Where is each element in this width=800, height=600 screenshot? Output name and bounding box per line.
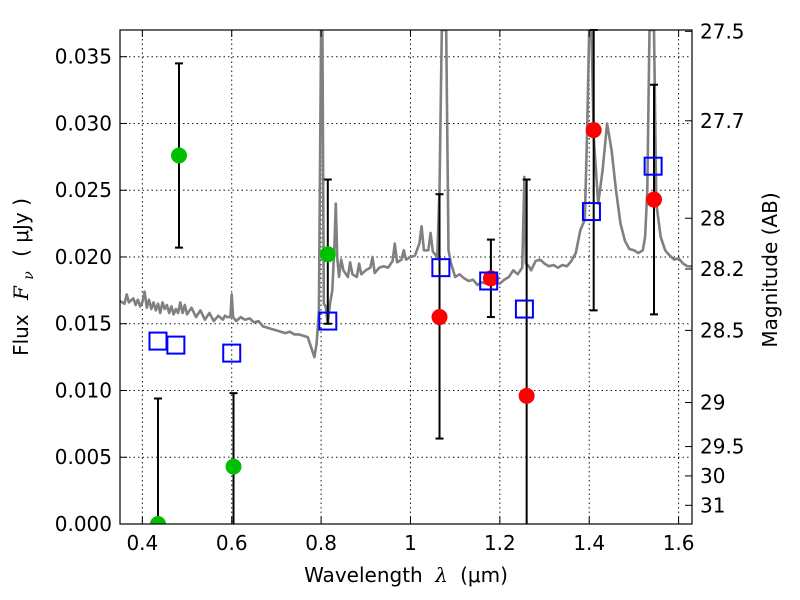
x-tick-label: 1.6 [663,531,695,555]
x-axis-label: Wavelength λ (μm) [304,563,508,587]
x-tick-label: 0.8 [305,531,337,555]
y-tick-label: 0.030 [55,111,112,135]
mag-tick-label: 30 [700,464,725,488]
model-square-marker [148,331,168,351]
mag-tick-label: 28.5 [700,318,745,342]
y-tick-label: 0.025 [55,178,112,202]
red-data-point [585,122,602,139]
red-data-point [431,309,448,326]
x-tick-label: 1.2 [484,531,516,555]
y-tick-label: 0.035 [55,45,112,69]
plot-frame [119,29,693,525]
tick-layer: 0.4 0.6 0.8 1 1.2 1.4 1.6 0.000 0.005 0.010 0.015 0… [55,19,745,555]
x-tick-label: 1.4 [573,531,605,555]
x-tick-label: 1 [404,531,417,555]
mag-tick-label: 27.5 [700,19,745,43]
red-data-point [482,270,499,287]
y-tick-label: 0.020 [55,245,112,269]
mag-tick-label: 27.7 [700,109,745,133]
mag-tick-label: 28.2 [700,257,745,281]
green-data-point [225,458,242,475]
model-square-marker [431,258,451,278]
x-tick-label: 0.4 [126,531,158,555]
y-axis-label: Flux F ν ( μJy ) [9,198,38,356]
errorbar-layer [153,29,659,524]
model-square-marker [581,202,601,222]
spectrum-line [120,30,692,359]
red-data-point [646,191,663,208]
mag-tick-label: 29 [700,391,725,415]
green-data-point [149,516,166,524]
model-square-marker [222,343,242,363]
mag-tick-label: 29.5 [700,435,745,459]
model-square-marker [479,271,499,291]
mag-tick-label: 28 [700,206,725,230]
y-tick-label: 0.000 [55,512,112,536]
green-data-point [319,246,336,263]
red-data-point [518,387,535,404]
model-square-marker [514,299,534,319]
y-tick-label: 0.015 [55,312,112,336]
model-square-marker [643,156,663,176]
x-tick-label: 0.6 [216,531,248,555]
y2-axis-label: Magnitude (AB) [758,192,782,347]
y-tick-label: 0.005 [55,445,112,469]
y-tick-label: 0.010 [55,378,112,402]
marker-layer [148,122,663,524]
spectrum-layer [120,30,692,359]
mag-tick-label: 31 [700,493,725,517]
model-square-marker [318,311,338,331]
grid-lines [120,30,692,524]
green-data-point [170,147,187,164]
model-square-marker [166,335,186,355]
